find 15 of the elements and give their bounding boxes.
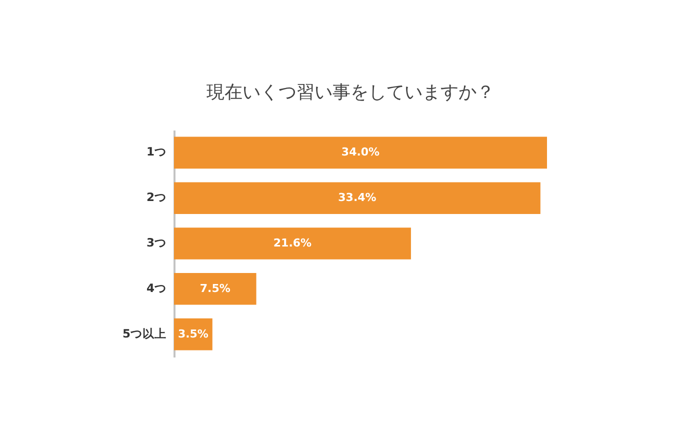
y-tick-label: 4つ [146, 280, 166, 295]
bar [174, 182, 540, 214]
y-tick-label: 3つ [146, 236, 166, 250]
data-label: 7.5% [200, 282, 230, 295]
chart-title: 現在いくつ習い事をしていますか？ [206, 82, 494, 103]
bar [174, 136, 547, 169]
data-label: 34.0% [341, 146, 380, 159]
data-label: 3.5% [178, 327, 208, 340]
bar [174, 228, 411, 260]
y-tick-label: 2つ [146, 190, 166, 204]
y-tick-label: 1つ [146, 144, 166, 159]
y-tick-label: 5つ以上 [122, 326, 166, 340]
bar [174, 273, 256, 305]
data-label: 33.4% [338, 191, 376, 204]
data-label: 21.6% [273, 236, 312, 250]
